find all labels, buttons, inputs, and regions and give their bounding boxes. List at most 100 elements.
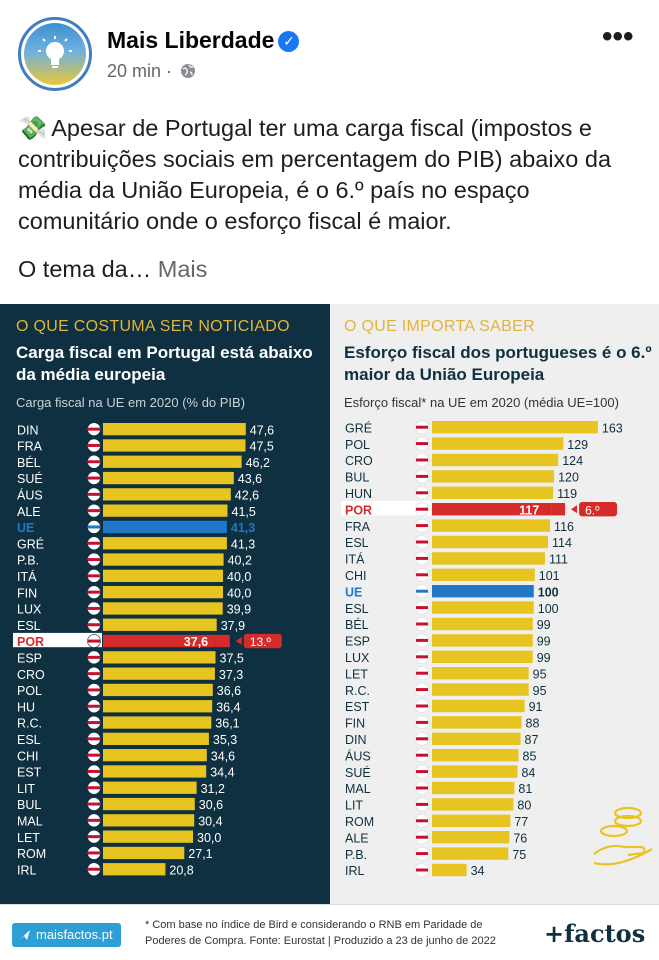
bar — [432, 601, 534, 614]
value-label: 37,3 — [219, 668, 243, 682]
country-label: ALE — [345, 831, 369, 845]
infographic-image[interactable]: O QUE COSTUMA SER NOTICIADO Carga fiscal… — [0, 304, 659, 960]
value-label: 114 — [552, 536, 572, 550]
flag-stripe — [88, 818, 100, 822]
country-label: ESL — [345, 602, 369, 616]
left-kicker: O QUE COSTUMA SER NOTICIADO — [16, 318, 290, 335]
value-label: 42,6 — [235, 489, 259, 503]
value-label: 100 — [538, 585, 559, 599]
badge-arrow-icon — [571, 505, 578, 514]
value-label: 30,6 — [199, 798, 223, 812]
bar — [432, 535, 549, 549]
value-label: 116 — [554, 520, 574, 534]
country-label: LIT — [17, 782, 35, 796]
value-label: 34,4 — [210, 766, 234, 780]
country-label: ESP — [17, 652, 42, 666]
value-label: 46,2 — [246, 456, 270, 470]
bar — [432, 437, 564, 450]
bar — [103, 488, 231, 501]
bar — [103, 504, 228, 517]
infographic-footer: maisfactos.pt * Com base no índice de Bi… — [0, 904, 659, 960]
country-label: FRA — [17, 440, 43, 454]
country-label: EST — [17, 766, 42, 780]
bar — [103, 846, 185, 860]
flag-stripe — [88, 655, 100, 659]
post-text: 💸 Apesar de Portugal ter uma carga fisca… — [18, 113, 648, 237]
flag-stripe — [416, 737, 428, 741]
flag-stripe — [88, 623, 100, 627]
rank-badge — [579, 502, 618, 517]
more-options-icon[interactable]: ••• — [602, 20, 634, 53]
country-label: FIN — [17, 586, 37, 600]
flag-stripe — [416, 802, 428, 806]
arrow-icon — [19, 930, 30, 940]
right-kicker: O QUE IMPORTA SABER — [344, 318, 535, 335]
flag-stripe — [416, 589, 428, 593]
country-label: POR — [345, 503, 372, 517]
bar — [103, 683, 213, 697]
globe-icon — [181, 64, 196, 78]
value-label: 40,0 — [227, 570, 251, 584]
footnote-line-1: * Com base no índice de Bird e considera… — [145, 919, 483, 931]
rank-badge-label: 13.º — [250, 635, 272, 649]
country-label: BÉL — [17, 455, 41, 470]
highlight-label-bg — [13, 632, 102, 648]
bar — [432, 831, 510, 844]
bar — [432, 634, 533, 647]
flag-stripe — [88, 753, 100, 757]
bar — [432, 650, 533, 663]
value-label: 99 — [537, 651, 551, 665]
country-label: POL — [17, 684, 42, 698]
country-label: CHI — [17, 749, 39, 763]
bar — [432, 847, 509, 860]
flag-stripe — [416, 704, 428, 708]
see-more-link[interactable]: Mais — [157, 256, 208, 282]
country-label: POL — [345, 438, 370, 452]
flag-stripe — [416, 868, 428, 872]
country-label: ÁUS — [345, 748, 371, 763]
value-label: 124 — [562, 454, 583, 468]
highlight-label-bg — [341, 501, 431, 516]
value-label: 76 — [513, 831, 527, 845]
left-headline: Carga fiscal em Portugal está abaixo da … — [16, 343, 313, 384]
bar — [103, 439, 246, 452]
bar — [432, 421, 598, 434]
bar — [103, 423, 246, 436]
value-label: 30,0 — [197, 831, 221, 845]
flag-stripe — [416, 786, 428, 790]
value-label: 84 — [521, 766, 535, 780]
value-label: 31,2 — [201, 782, 225, 796]
bar — [103, 586, 223, 599]
flag-stripe — [88, 688, 100, 692]
flag-stripe — [416, 753, 428, 757]
flag-stripe — [88, 639, 100, 643]
country-label: DIN — [17, 423, 39, 437]
page-name[interactable]: Mais Liberdade ✓ — [107, 27, 300, 54]
bar — [103, 618, 217, 631]
bar — [103, 716, 212, 729]
page-avatar[interactable] — [18, 17, 92, 91]
value-label: 47,6 — [250, 423, 274, 437]
country-label: R.C. — [345, 684, 370, 698]
value-label: 47,5 — [250, 440, 274, 454]
country-label: UE — [345, 585, 362, 599]
country-label: ESL — [17, 733, 41, 747]
country-label: CRO — [17, 668, 45, 682]
bar — [103, 667, 215, 680]
bar — [103, 781, 197, 794]
country-label: ESL — [345, 536, 369, 550]
bar — [432, 716, 522, 729]
post-time[interactable]: 20 min · — [107, 61, 173, 81]
country-label: ESL — [17, 619, 41, 633]
country-label: P.B. — [345, 848, 367, 862]
right-subtitle: Esforço fiscal* na UE em 2020 (média UE=… — [344, 395, 619, 410]
bar — [432, 798, 514, 811]
footnote: * Com base no índice de Bird e considera… — [145, 917, 525, 949]
bar — [432, 814, 511, 827]
bar — [103, 455, 242, 468]
value-label: 36,6 — [217, 684, 241, 698]
page-name-text[interactable]: Mais Liberdade — [107, 27, 275, 53]
rank-badge — [243, 633, 282, 649]
bar — [432, 453, 559, 467]
value-label: 163 — [602, 421, 623, 435]
